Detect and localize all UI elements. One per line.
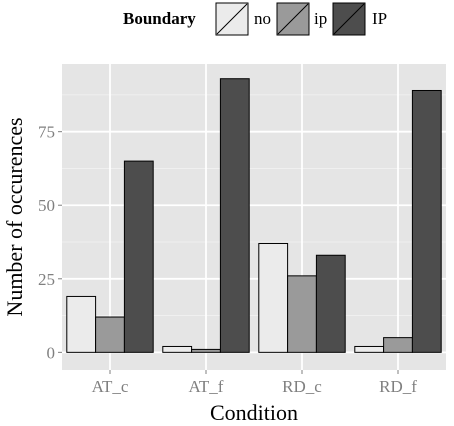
bar-no-AT_f [162,345,193,353]
bar-no-RD_c [258,242,289,353]
y-axis: 0 25 50 75 [38,123,62,362]
x-tick-label: AT_c [92,377,129,396]
legend-items: no ip IP [215,2,387,36]
legend-label-no: no [254,9,271,28]
y-tick-label: 75 [38,123,55,142]
x-tick-label: RD_c [282,377,322,396]
legend-label-ip: ip [314,9,327,28]
y-tick-label: 25 [38,270,55,289]
y-axis-title: Number of occurences [2,117,27,316]
bar-no-AT_c [66,295,97,353]
legend-title: Boundary [123,9,196,28]
bar-ip-AT_c [95,316,125,353]
legend-item-ip: ip [276,2,327,36]
legend-key-slash [333,3,365,35]
bar-IP-AT_c [123,160,154,353]
legend-item-no: no [215,2,271,36]
bar-ip-AT_f [191,348,221,353]
x-tick-label: RD_f [379,377,417,396]
legend-key-slash [277,3,309,35]
bar-IP-RD_f [411,89,442,353]
x-axis-title: Condition [210,400,298,425]
bars [66,78,442,353]
legend-key-slash [216,3,248,35]
y-tick-label: 0 [47,343,56,362]
bar-IP-RD_c [315,254,346,353]
bar-no-RD_f [354,345,385,353]
bar-ip-RD_c [287,275,317,353]
legend-label-IP: IP [372,9,387,28]
y-tick-label: 50 [38,196,55,215]
x-axis: AT_c AT_f RD_c RD_f [92,370,417,396]
x-tick-label: AT_f [189,377,224,396]
legend: Boundary no ip IP [123,2,387,36]
legend-item-IP: IP [332,2,387,36]
bar-ip-RD_f [383,337,413,353]
bar-IP-AT_f [219,78,250,353]
